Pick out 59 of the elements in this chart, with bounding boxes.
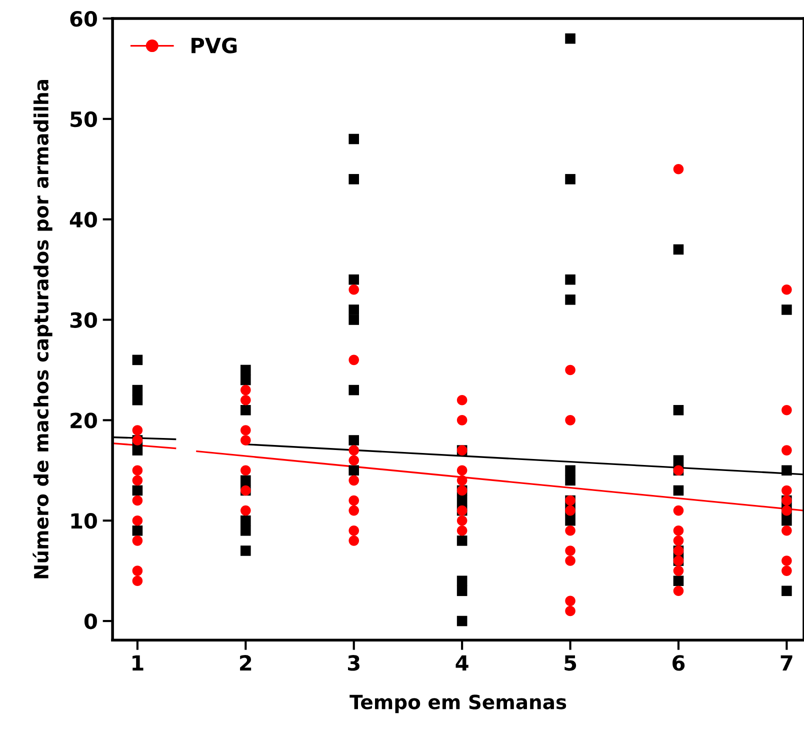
point [132, 525, 143, 536]
point [782, 586, 792, 596]
point [782, 304, 792, 315]
point [565, 33, 576, 44]
point [673, 576, 684, 586]
point [240, 475, 251, 486]
y-tick-label: 40 [70, 212, 97, 228]
point [348, 435, 360, 446]
point [240, 525, 251, 536]
point [565, 274, 576, 285]
y-tick-label: 50 [70, 111, 97, 128]
point [673, 404, 684, 416]
point [240, 546, 251, 556]
point [456, 616, 468, 626]
point [565, 475, 576, 486]
point [782, 465, 792, 476]
point [565, 465, 576, 476]
point [132, 485, 143, 496]
x-tick-label: 4 [456, 655, 468, 671]
point [348, 304, 360, 315]
y-tick-label: 60 [70, 10, 97, 27]
point [673, 455, 684, 466]
point [132, 445, 143, 456]
point [132, 384, 143, 396]
point [348, 384, 360, 396]
x-tick-label: 1 [132, 655, 144, 671]
y-tick-label: 10 [71, 513, 97, 529]
legend-label: PVG [192, 38, 237, 54]
point [565, 294, 576, 305]
point [782, 515, 792, 526]
point [565, 515, 576, 526]
x-tick-label: 6 [672, 655, 685, 671]
x-tick-label: 3 [348, 655, 360, 671]
point [348, 465, 360, 476]
y-tick-label: 20 [70, 412, 97, 428]
point [456, 586, 468, 596]
point [673, 485, 684, 496]
y-tick-label: 0 [84, 613, 97, 630]
point [565, 174, 576, 184]
point [348, 174, 360, 184]
x-tick-label: 5 [564, 655, 576, 671]
y-tick-label: 30 [70, 312, 97, 328]
point [456, 536, 468, 546]
point [456, 576, 468, 586]
x-axis-title: Tempo em Semanas [350, 694, 566, 714]
y-axis-title: Número de machos capturados por armadilha [32, 80, 52, 578]
x-tick-label: 7 [780, 655, 792, 671]
point [240, 404, 251, 416]
point [240, 515, 251, 526]
point [673, 244, 684, 255]
point [240, 364, 251, 376]
point [456, 495, 468, 506]
x-tick-label: 2 [240, 655, 252, 671]
point [348, 314, 360, 325]
point [348, 134, 360, 144]
point [240, 374, 251, 386]
point [348, 274, 360, 285]
point [132, 354, 143, 366]
point [132, 394, 143, 406]
